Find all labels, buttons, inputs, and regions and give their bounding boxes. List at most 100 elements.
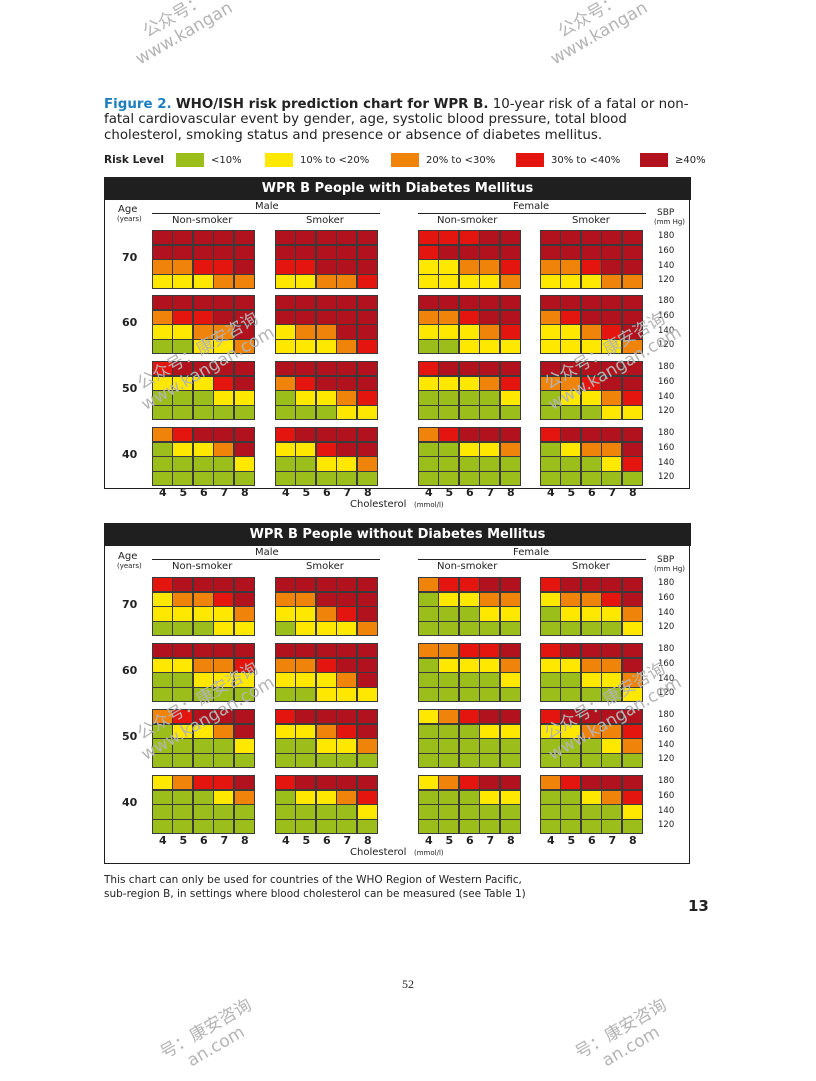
risk-cell bbox=[561, 275, 581, 289]
risk-cell bbox=[152, 442, 172, 456]
risk-cell bbox=[561, 820, 581, 834]
risk-cell bbox=[439, 245, 459, 259]
legend-swatch-20-30 bbox=[391, 153, 419, 167]
risk-cell bbox=[622, 607, 642, 621]
risk-cell bbox=[357, 325, 377, 339]
risk-cell bbox=[296, 607, 316, 621]
risk-cell bbox=[561, 427, 581, 442]
risk-cell bbox=[193, 577, 213, 592]
risk-cell bbox=[602, 658, 622, 672]
risk-cell bbox=[193, 457, 213, 471]
sbp-tick-label: 140 bbox=[658, 391, 675, 402]
risk-cell bbox=[316, 739, 336, 753]
risk-cell bbox=[561, 607, 581, 621]
risk-cell bbox=[296, 325, 316, 339]
risk-grid-female-nonsmoker bbox=[418, 295, 521, 355]
sbp-tick-label: 140 bbox=[658, 673, 675, 684]
risk-cell bbox=[561, 245, 581, 259]
risk-cell bbox=[581, 577, 601, 592]
risk-cell bbox=[500, 592, 520, 606]
cholesterol-tick-label: 8 bbox=[364, 834, 372, 847]
risk-cell bbox=[581, 245, 601, 259]
risk-cell bbox=[480, 805, 500, 819]
risk-grid-male-smoker bbox=[275, 577, 378, 637]
risk-cell bbox=[581, 325, 601, 339]
risk-cell bbox=[602, 325, 622, 339]
cholesterol-tick-label: 6 bbox=[323, 834, 331, 847]
age-label: 40 bbox=[122, 796, 138, 809]
risk-cell bbox=[602, 607, 622, 621]
legend-swatch-under-10 bbox=[176, 153, 204, 167]
risk-grid-male-smoker bbox=[275, 709, 378, 769]
cholesterol-tick-label: 6 bbox=[466, 834, 474, 847]
risk-cell bbox=[500, 391, 520, 405]
risk-cell bbox=[234, 775, 254, 790]
risk-cell bbox=[337, 688, 357, 702]
risk-cell bbox=[459, 592, 479, 606]
risk-cell bbox=[602, 457, 622, 471]
risk-cell bbox=[581, 775, 601, 790]
risk-cell bbox=[337, 790, 357, 804]
risk-cell bbox=[622, 775, 642, 790]
risk-cell bbox=[337, 592, 357, 606]
age-label: 70 bbox=[122, 598, 138, 611]
sbp-tick-label: 160 bbox=[658, 592, 675, 603]
figure-title: WHO/ISH risk prediction chart for WPR B. bbox=[175, 97, 489, 112]
risk-cell bbox=[152, 577, 172, 592]
cholesterol-tick-label: 5 bbox=[567, 834, 576, 847]
risk-cell bbox=[459, 739, 479, 753]
risk-cell bbox=[234, 607, 254, 621]
risk-cell bbox=[500, 295, 520, 310]
risk-cell bbox=[296, 673, 316, 687]
risk-cell bbox=[296, 805, 316, 819]
risk-cell bbox=[439, 340, 459, 354]
cholesterol-axis-unit: (mmol/l) bbox=[414, 849, 444, 857]
risk-cell bbox=[296, 790, 316, 804]
watermark-text: 公众号： www.kangan bbox=[132, 0, 237, 70]
risk-cell bbox=[214, 607, 234, 621]
risk-cell bbox=[193, 361, 213, 376]
risk-cell bbox=[234, 658, 254, 672]
risk-cell bbox=[622, 310, 642, 324]
risk-cell bbox=[439, 688, 459, 702]
risk-cell bbox=[418, 643, 438, 658]
risk-cell bbox=[561, 724, 581, 738]
risk-cell bbox=[418, 688, 438, 702]
risk-cell bbox=[275, 805, 295, 819]
risk-cell bbox=[234, 245, 254, 259]
risk-cell bbox=[193, 805, 213, 819]
risk-cell bbox=[500, 643, 520, 658]
risk-cell bbox=[602, 275, 622, 289]
risk-cell bbox=[581, 709, 601, 724]
risk-cell bbox=[234, 673, 254, 687]
risk-cell bbox=[234, 406, 254, 420]
risk-cell bbox=[480, 442, 500, 456]
risk-cell bbox=[337, 427, 357, 442]
risk-cell bbox=[459, 688, 479, 702]
smoking-label: Smoker bbox=[306, 215, 344, 226]
risk-cell bbox=[581, 260, 601, 274]
risk-cell bbox=[418, 673, 438, 687]
risk-cell bbox=[173, 260, 193, 274]
risk-cell bbox=[275, 643, 295, 658]
risk-cell bbox=[152, 592, 172, 606]
risk-cell bbox=[622, 442, 642, 456]
risk-cell bbox=[296, 406, 316, 420]
cholesterol-tick-label: 5 bbox=[567, 486, 576, 499]
risk-cell bbox=[500, 709, 520, 724]
risk-cell bbox=[234, 325, 254, 339]
risk-grid-female-nonsmoker bbox=[418, 577, 521, 637]
risk-cell bbox=[275, 260, 295, 274]
risk-cell bbox=[337, 622, 357, 636]
legend-title: Risk Level bbox=[104, 154, 164, 166]
risk-cell bbox=[459, 820, 479, 834]
risk-cell bbox=[480, 310, 500, 324]
risk-cell bbox=[540, 260, 560, 274]
risk-cell bbox=[296, 622, 316, 636]
sbp-tick-label: 180 bbox=[658, 578, 675, 588]
sbp-tick-label: 160 bbox=[658, 376, 675, 387]
risk-cell bbox=[316, 391, 336, 405]
risk-cell bbox=[459, 709, 479, 724]
risk-cell bbox=[480, 754, 500, 768]
risk-cell bbox=[622, 805, 642, 819]
